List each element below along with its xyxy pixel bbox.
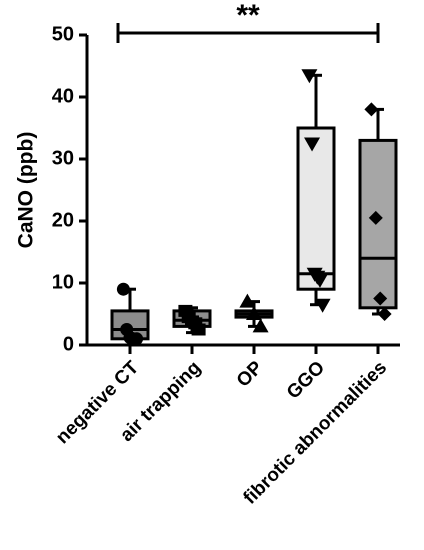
box-group bbox=[172, 304, 212, 336]
y-tick-label: 40 bbox=[52, 85, 74, 107]
data-point bbox=[364, 102, 379, 117]
data-point bbox=[373, 291, 388, 306]
x-tick-label: OP bbox=[233, 357, 267, 391]
y-axis-title: CaNO (ppb) bbox=[15, 132, 38, 249]
data-point bbox=[252, 318, 269, 333]
data-point bbox=[301, 69, 318, 84]
box-group bbox=[234, 293, 274, 333]
data-point bbox=[246, 306, 262, 320]
box bbox=[296, 126, 336, 291]
plot-area bbox=[110, 69, 398, 346]
data-point bbox=[314, 298, 331, 313]
data-point bbox=[311, 273, 328, 288]
y-tick-label: 20 bbox=[52, 209, 74, 231]
box-group bbox=[110, 282, 150, 346]
data-point bbox=[130, 332, 144, 346]
y-ticks: 0 10 20 30 40 50 bbox=[52, 23, 87, 355]
y-axis: 0 10 20 30 40 50 bbox=[52, 23, 89, 355]
box-group bbox=[358, 102, 398, 321]
data-point bbox=[304, 137, 321, 152]
data-point bbox=[377, 307, 392, 321]
y-tick-label: 30 bbox=[52, 147, 74, 169]
x-tick-label: GGO bbox=[283, 357, 329, 403]
y-tick-label: 0 bbox=[63, 333, 74, 355]
data-point bbox=[239, 293, 256, 308]
box bbox=[358, 138, 398, 310]
y-tick-label: 10 bbox=[52, 271, 74, 293]
data-point bbox=[368, 210, 383, 225]
significance-annotation: ** bbox=[116, 0, 380, 43]
significance-label: ** bbox=[236, 0, 260, 32]
y-tick-label: 50 bbox=[52, 23, 74, 45]
data-point bbox=[191, 323, 206, 336]
box-group bbox=[296, 69, 336, 313]
data-point bbox=[116, 282, 130, 296]
